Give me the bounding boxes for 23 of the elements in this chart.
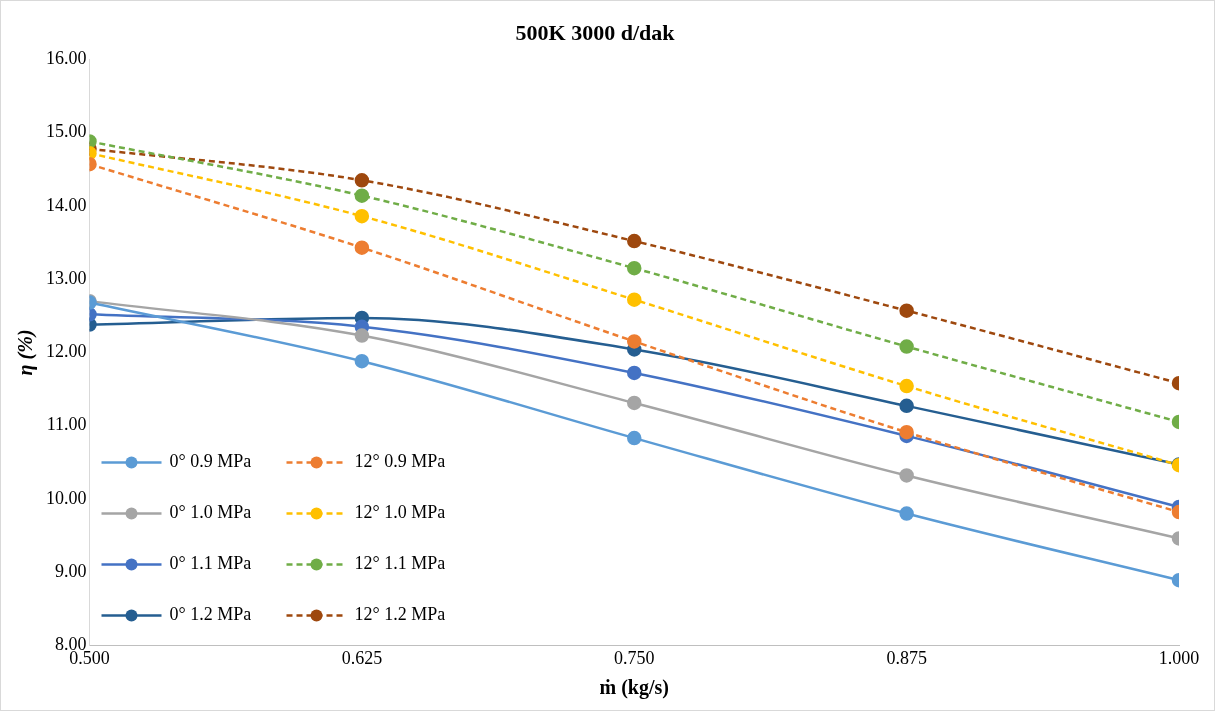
legend-label: 12° 1.1 MPa — [354, 553, 446, 574]
legend-label: 12° 1.0 MPa — [354, 502, 446, 523]
legend-label: 0° 1.2 MPa — [169, 604, 252, 625]
y-tick-label: 9.00 — [55, 560, 87, 581]
y-tick-label: 13.00 — [46, 267, 87, 288]
y-tick-label: 11.00 — [46, 414, 87, 435]
x-tick-label: 0.750 — [614, 647, 655, 668]
legend-label: 12° 0.9 MPa — [354, 451, 446, 472]
y-axis-title: η (%) — [14, 329, 38, 376]
x-axis-title: ṁ (kg/s) — [599, 676, 669, 700]
chart-title: 500K 3000 d/dak — [515, 19, 676, 45]
x-tick-label: 0.875 — [886, 647, 927, 668]
x-tick-label: 0.625 — [341, 647, 383, 668]
x-tick-label: 1.000 — [1158, 647, 1200, 668]
y-tick-label: 14.00 — [46, 194, 87, 215]
y-tick-label: 10.00 — [46, 487, 87, 508]
legend-label: 0° 1.0 MPa — [169, 502, 252, 523]
legend-label: 12° 1.2 MPa — [354, 604, 446, 625]
legend-label: 0° 1.1 MPa — [169, 553, 252, 574]
y-tick-label: 12.00 — [46, 341, 87, 362]
y-tick-label: 15.00 — [46, 121, 87, 142]
y-tick-label: 16.00 — [46, 48, 87, 69]
legend-label: 0° 0.9 MPa — [169, 451, 252, 472]
